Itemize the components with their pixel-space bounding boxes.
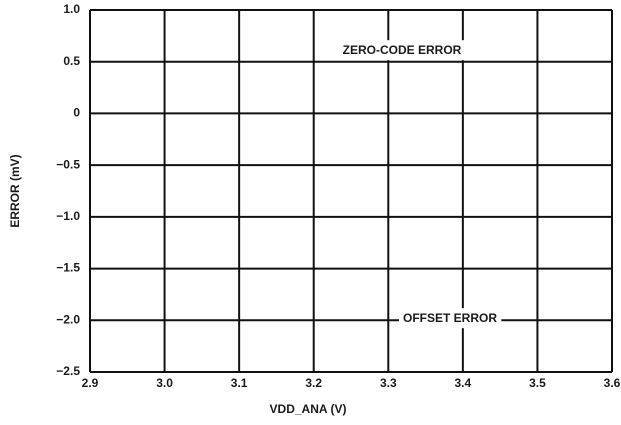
- y-axis-label: ERROR (mV): [8, 154, 22, 227]
- y-tick-label: 0: [73, 106, 80, 120]
- annotation-background: [398, 308, 502, 329]
- y-tick-label: −0.5: [56, 157, 80, 171]
- x-tick-label: 3.6: [604, 376, 621, 390]
- annotation: OFFSET ERROR: [403, 311, 497, 325]
- x-tick-label: 2.9: [82, 376, 99, 390]
- x-tick-label: 3.3: [380, 376, 397, 390]
- annotation: ZERO-CODE ERROR: [343, 43, 462, 57]
- x-tick-label: 3.4: [455, 376, 472, 390]
- x-tick-label: 3.2: [305, 376, 322, 390]
- x-tick-label: 3.0: [156, 376, 173, 390]
- y-tick-label: −2.0: [56, 312, 80, 326]
- y-tick-label: 1.0: [63, 2, 80, 16]
- x-axis-label: VDD_ANA (V): [270, 402, 347, 416]
- y-tick-label: 0.5: [63, 54, 80, 68]
- annotation-background: [338, 40, 466, 61]
- x-tick-label: 3.5: [529, 376, 546, 390]
- y-tick-label: −1.0: [56, 209, 80, 223]
- y-tick-label: −1.5: [56, 261, 80, 275]
- y-tick-label: −2.5: [56, 364, 80, 378]
- x-tick-label: 3.1: [231, 376, 248, 390]
